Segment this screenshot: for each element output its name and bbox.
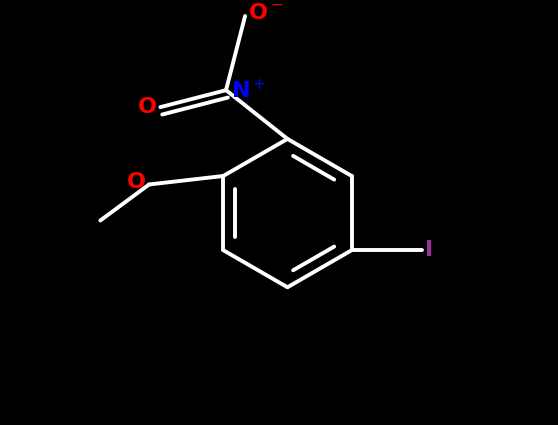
Text: O: O	[138, 97, 157, 117]
Text: N$^+$: N$^+$	[231, 79, 266, 102]
Text: O: O	[127, 173, 146, 193]
Text: O$^-$: O$^-$	[248, 3, 284, 23]
Text: I: I	[425, 240, 433, 260]
